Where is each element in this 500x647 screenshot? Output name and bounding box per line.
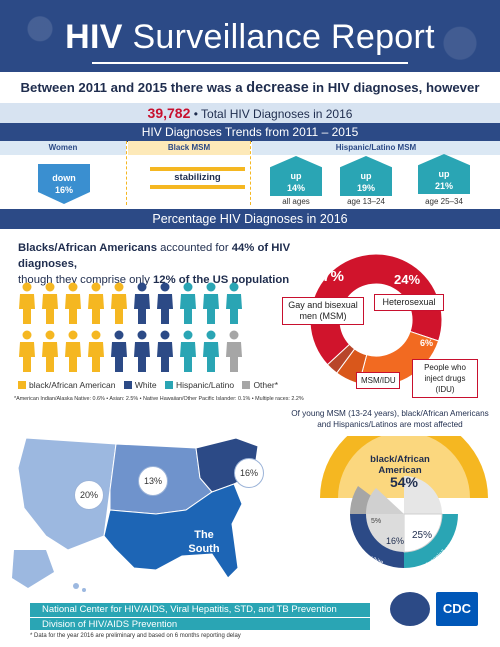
- msmidu-pct: 3%: [378, 347, 390, 356]
- het-label: Heterosexual: [374, 294, 444, 311]
- hispanic-up-arrow-25-34: up 21%: [418, 154, 470, 194]
- person-figure: [88, 282, 104, 324]
- total-diagnoses-bar: 39,782 • Total HIV Diagnoses in 2016: [0, 103, 500, 123]
- south-region: [103, 483, 243, 579]
- percentage-section-title: Percentage HIV Diagnoses in 2016: [0, 209, 500, 229]
- alaska: [12, 550, 54, 588]
- msm-pct: 67%: [314, 268, 345, 285]
- women-down-arrow: down 16%: [38, 164, 90, 204]
- person-figure: [203, 282, 219, 324]
- person-figure: [134, 330, 150, 372]
- population-figures: [19, 282, 242, 372]
- legend-item-hispanic: Hispanic/Latino: [164, 380, 234, 390]
- person-figure: [180, 330, 196, 372]
- women-column-head: Women: [0, 141, 126, 155]
- idu-pct: 6%: [420, 338, 434, 348]
- total-label: • Total HIV Diagnoses in 2016: [190, 107, 353, 121]
- caption-age-25-34: age 25–34: [425, 197, 463, 206]
- person-figure: [226, 282, 242, 324]
- person-figure: [134, 282, 150, 324]
- black-msm-column-head: Black MSM: [128, 141, 250, 155]
- msmidu-label: MSM/IDU: [356, 372, 400, 389]
- race-footnote: *American Indian/Alaska Native: 0.6% • A…: [14, 396, 304, 402]
- race-legend: black/African American White Hispanic/La…: [18, 380, 284, 390]
- person-figure: [111, 282, 127, 324]
- person-figure: [226, 330, 242, 372]
- person-figure: [157, 330, 173, 372]
- young-other-pct: 5%: [371, 518, 382, 525]
- data-footnote: * Data for the year 2016 are preliminary…: [30, 633, 241, 639]
- population-statement: Blacks/African Americans accounted for 4…: [18, 242, 291, 286]
- trends-section-title: HIV Diagnoses Trends from 2011 – 2015: [0, 123, 500, 142]
- footer-center-name: National Center for HIV/AIDS, Viral Hepa…: [30, 603, 370, 617]
- column-divider: [250, 141, 252, 205]
- young-black-label: black/African American: [370, 454, 430, 476]
- logos: CDC: [388, 588, 484, 632]
- person-figure: [203, 330, 219, 372]
- young-white-segment: [350, 514, 404, 568]
- hispanic-up-arrow-13-24: up 19%: [340, 156, 392, 196]
- hhs-logo: [390, 592, 430, 626]
- intro-statement: Between 2011 and 2015 there was a decrea…: [20, 80, 480, 124]
- msm-slice: [309, 254, 443, 366]
- young-msm-chart: [320, 436, 488, 568]
- person-figure: [111, 330, 127, 372]
- person-figure: [157, 282, 173, 324]
- total-number: 39,782: [147, 105, 191, 121]
- hispanic-up-arrow-all: up 14%: [270, 156, 322, 196]
- person-figure: [65, 330, 81, 372]
- legend-item-black: black/African American: [18, 380, 115, 390]
- person-figure: [42, 330, 58, 372]
- msm-label: Gay and bisexual men (MSM): [282, 297, 364, 325]
- person-figure: [19, 282, 35, 324]
- caption-age-13-24: age 13–24: [347, 197, 385, 206]
- page-title: HIV Surveillance Report: [65, 18, 435, 56]
- legend-item-white: White: [123, 380, 157, 390]
- person-figure: [42, 282, 58, 324]
- msmidu-slice: [326, 343, 356, 374]
- title-underline: [92, 62, 408, 64]
- hispanic-msm-column-head: Hispanic/Latino MSM: [252, 141, 500, 155]
- het-pct: 24%: [394, 272, 421, 287]
- young-white-pct: 16%: [386, 536, 405, 546]
- footer-division-name: Division of HIV/AIDS Prevention: [30, 617, 370, 630]
- person-figure: [180, 282, 196, 324]
- title-banner: HIV Surveillance Report: [0, 0, 500, 72]
- young-hispanic-pct: 25%: [412, 530, 433, 541]
- south-label: The South 52%: [188, 529, 220, 571]
- young-black-pct: 54%: [389, 474, 419, 490]
- caption-all-ages: all ages: [282, 197, 310, 206]
- young-msm-title: Of young MSM (13-24 years), black/Africa…: [291, 409, 489, 429]
- idu-label: People who inject drugs (IDU): [412, 359, 478, 398]
- person-figure: [88, 330, 104, 372]
- column-divider: [126, 141, 128, 205]
- northeast-bubble: 16%: [234, 458, 264, 488]
- west-bubble: 20%: [74, 480, 104, 510]
- midwest-bubble: 13%: [138, 466, 168, 496]
- person-figure: [65, 282, 81, 324]
- us-region-map: [12, 437, 259, 592]
- person-figure: [19, 330, 35, 372]
- black-msm-stabilizing: stabilizing: [150, 167, 245, 189]
- hawaii: [73, 583, 79, 589]
- cdc-logo: CDC: [436, 592, 478, 626]
- legend-item-other: Other*: [242, 380, 278, 390]
